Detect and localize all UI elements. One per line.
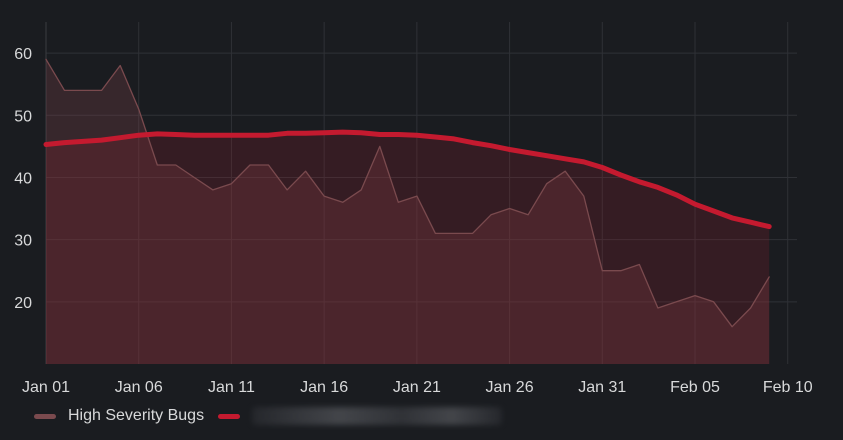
y-axis: 20 30 40 50 60 — [14, 46, 32, 312]
x-tick-label: Jan 11 — [208, 379, 255, 396]
x-tick-label: Jan 21 — [393, 379, 441, 396]
series-area-1 — [46, 132, 770, 364]
legend-item-series-2[interactable] — [218, 407, 503, 425]
series-line-0 — [45, 58, 770, 328]
grid — [45, 22, 797, 364]
x-tick-label: Feb 05 — [670, 379, 720, 396]
y-tick-label: 20 — [14, 295, 32, 312]
x-tick-label: Jan 01 — [22, 379, 70, 396]
legend-label-redacted — [252, 407, 503, 425]
series-area-0 — [46, 59, 770, 365]
y-tick-label: 50 — [14, 108, 32, 125]
x-tick-label: Jan 31 — [578, 379, 626, 396]
x-tick-label: Jan 26 — [486, 379, 534, 396]
x-tick-label: Feb 10 — [763, 379, 813, 396]
series-line-1 — [43, 129, 772, 230]
legend: High Severity Bugs — [34, 404, 503, 428]
x-tick-label: Jan 06 — [115, 379, 163, 396]
y-tick-label: 40 — [14, 170, 32, 187]
legend-item-high-severity-bugs[interactable]: High Severity Bugs — [34, 407, 204, 425]
legend-swatch — [34, 413, 56, 419]
y-tick-label: 30 — [14, 233, 32, 250]
legend-label: High Severity Bugs — [68, 407, 205, 424]
x-tick-label: Jan 16 — [300, 379, 348, 396]
series-areas — [46, 59, 770, 365]
x-axis: Jan 01 Jan 06 Jan 11 Jan 16 Jan 21 Jan 26 Jan … — [22, 379, 813, 396]
legend-swatch — [218, 413, 241, 419]
y-tick-label: 60 — [14, 46, 32, 63]
series-lines — [43, 58, 772, 328]
